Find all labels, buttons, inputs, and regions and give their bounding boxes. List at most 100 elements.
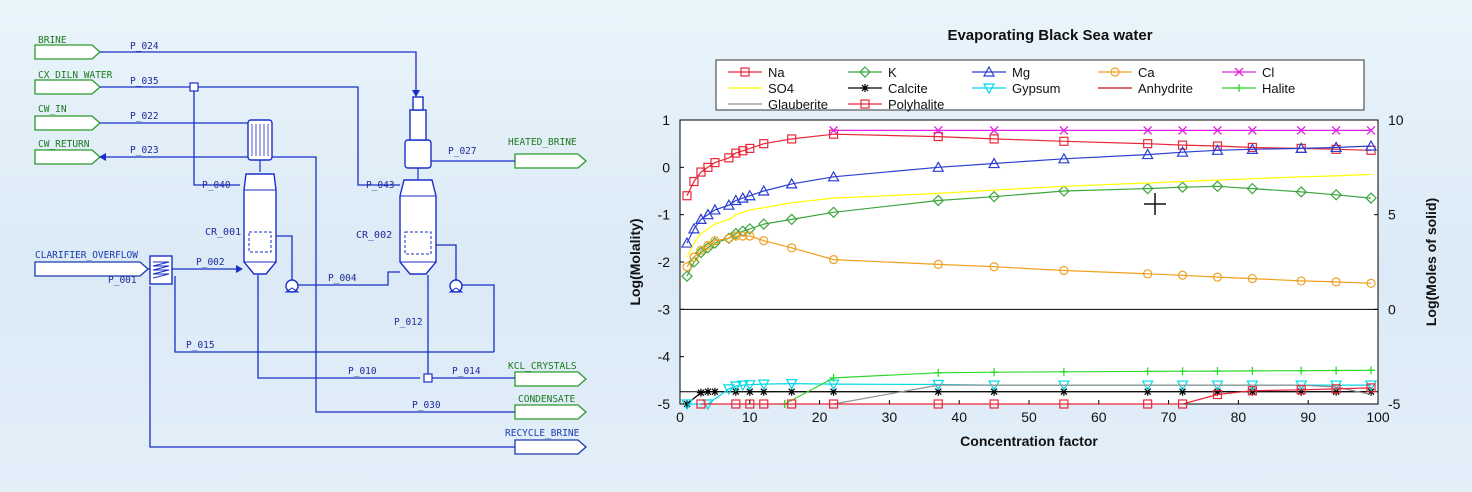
stream-p015: P_015	[186, 340, 215, 351]
point-mg	[988, 157, 1001, 169]
legend: Na K Mg Ca Cl SO4 Calcite Gypsum Anhydrite Halite…	[728, 65, 1295, 112]
stream-p035: P_035	[130, 76, 159, 87]
point-na	[696, 167, 706, 177]
point-calcite	[745, 387, 754, 396]
point-gypsum	[736, 380, 749, 392]
point-na	[1143, 139, 1153, 149]
crystallizer-cr002[interactable]: CR_002	[356, 179, 437, 275]
point-calcite	[1213, 387, 1222, 396]
point-ca	[1247, 273, 1257, 284]
point-na	[787, 134, 797, 144]
product-condensate[interactable]: CONDENSATE	[514, 394, 587, 420]
point-ca	[828, 255, 839, 265]
legend-marker-gypsum	[982, 83, 996, 95]
point-mg	[1141, 148, 1154, 160]
y2-tick-label: 0	[1388, 301, 1396, 317]
point-k	[695, 246, 707, 259]
point-ca	[989, 262, 999, 272]
condenser-cr002[interactable]	[404, 96, 432, 180]
legend-item-mg: Mg	[972, 65, 1030, 80]
series-line-glauberite	[833, 384, 1372, 405]
point-polyhalite	[787, 399, 797, 409]
point-na	[1177, 140, 1188, 150]
point-halite	[1332, 366, 1341, 375]
legend-label-na: Na	[768, 65, 785, 80]
point-mg	[1295, 142, 1308, 153]
feed-cw-in-label: CW_IN	[38, 104, 67, 115]
point-k	[1058, 185, 1070, 197]
x-tick-label: 0	[676, 409, 684, 425]
legend-marker-halite	[1235, 84, 1243, 92]
feed-cw-in[interactable]: CW_IN	[34, 104, 101, 131]
legend-marker-na	[740, 67, 750, 77]
product-kcl-crystals[interactable]: KCL_CRYSTALS	[508, 361, 587, 387]
y-tick-label: 1	[662, 112, 670, 128]
product-recycle-brine[interactable]: RECYCLE_BRINE	[505, 428, 587, 455]
stream-p040: P_040	[202, 180, 231, 191]
feed-dilution-water[interactable]: CX_DILN_WATER	[34, 70, 113, 95]
stream-p027: P_027	[448, 146, 477, 157]
feed-clarifier-overflow[interactable]: CLARIFIER_OVERFLOW	[34, 250, 149, 277]
point-k	[1330, 188, 1342, 201]
crystallizer-cr001[interactable]: CR_001	[205, 173, 277, 275]
x-tick-label: 80	[1231, 409, 1247, 425]
point-calcite	[1178, 387, 1187, 396]
point-polyhalite	[1331, 384, 1341, 394]
legend-item-glauberite: Glauberite	[728, 97, 828, 112]
heat-exchanger[interactable]	[149, 255, 173, 285]
legend-label-mg: Mg	[1012, 65, 1030, 80]
legend-marker-mg	[982, 65, 996, 77]
product-cw-return[interactable]: CW_RETURN	[34, 139, 101, 165]
point-ca	[1143, 269, 1153, 279]
point-mg	[687, 222, 700, 234]
stream-labels: P_024 P_035 P_022 P_023 P_027 P_040 P_04…	[108, 41, 481, 411]
x-tick-label: 20	[812, 409, 828, 425]
legend-item-k: K	[848, 65, 897, 80]
point-k	[1295, 186, 1308, 198]
point-calcite	[934, 387, 943, 396]
point-cl	[933, 125, 943, 135]
pump-cr002[interactable]	[448, 279, 464, 293]
point-ca	[682, 262, 692, 272]
legend-label-k: K	[888, 65, 897, 80]
point-cl	[1059, 125, 1069, 135]
point-cl	[1143, 125, 1153, 135]
point-ca	[710, 236, 720, 246]
point-gypsum	[743, 380, 756, 391]
legend-item-polyhalite: Polyhalite	[848, 97, 944, 112]
stream-p002: P_002	[196, 257, 225, 268]
legend-marker-polyhalite	[860, 99, 870, 109]
y-tick-label: -3	[658, 301, 671, 317]
product-recycle-brine-label: RECYCLE_BRINE	[505, 428, 580, 439]
x-tick-label: 10	[742, 409, 758, 425]
point-ca	[1366, 278, 1376, 288]
point-na	[689, 176, 699, 187]
chart: Evaporating Black Sea water Na K Mg Ca Cl SO4…	[627, 27, 1439, 449]
point-mg	[680, 236, 693, 248]
point-mg	[1365, 139, 1378, 151]
point-ca	[759, 236, 769, 246]
legend-label-anhydrite: Anhydrite	[1138, 81, 1193, 96]
pump-cr001[interactable]	[284, 279, 300, 293]
point-halite	[1178, 367, 1187, 376]
point-calcite	[1248, 387, 1257, 396]
condenser-cr001[interactable]	[247, 119, 273, 172]
product-heated-brine[interactable]: HEATED_BRINE	[508, 137, 587, 169]
series-ca	[682, 231, 1376, 288]
legend-item-calcite: Calcite	[848, 81, 928, 96]
feed-brine[interactable]: BRINE	[34, 35, 101, 60]
stream-p022: P_022	[130, 111, 159, 122]
point-na	[1059, 136, 1069, 146]
point-na	[759, 139, 769, 149]
legend-label-gypsum: Gypsum	[1012, 81, 1060, 96]
legend-item-ca: Ca	[1098, 65, 1155, 80]
point-ca	[1331, 277, 1341, 287]
chart-title: Evaporating Black Sea water	[947, 27, 1152, 44]
series-glauberite	[833, 384, 1372, 405]
stream-p023: P_023	[130, 145, 159, 156]
point-ca	[787, 243, 797, 253]
point-polyhalite	[1177, 399, 1188, 409]
point-calcite	[710, 387, 719, 396]
point-ca	[703, 240, 713, 251]
